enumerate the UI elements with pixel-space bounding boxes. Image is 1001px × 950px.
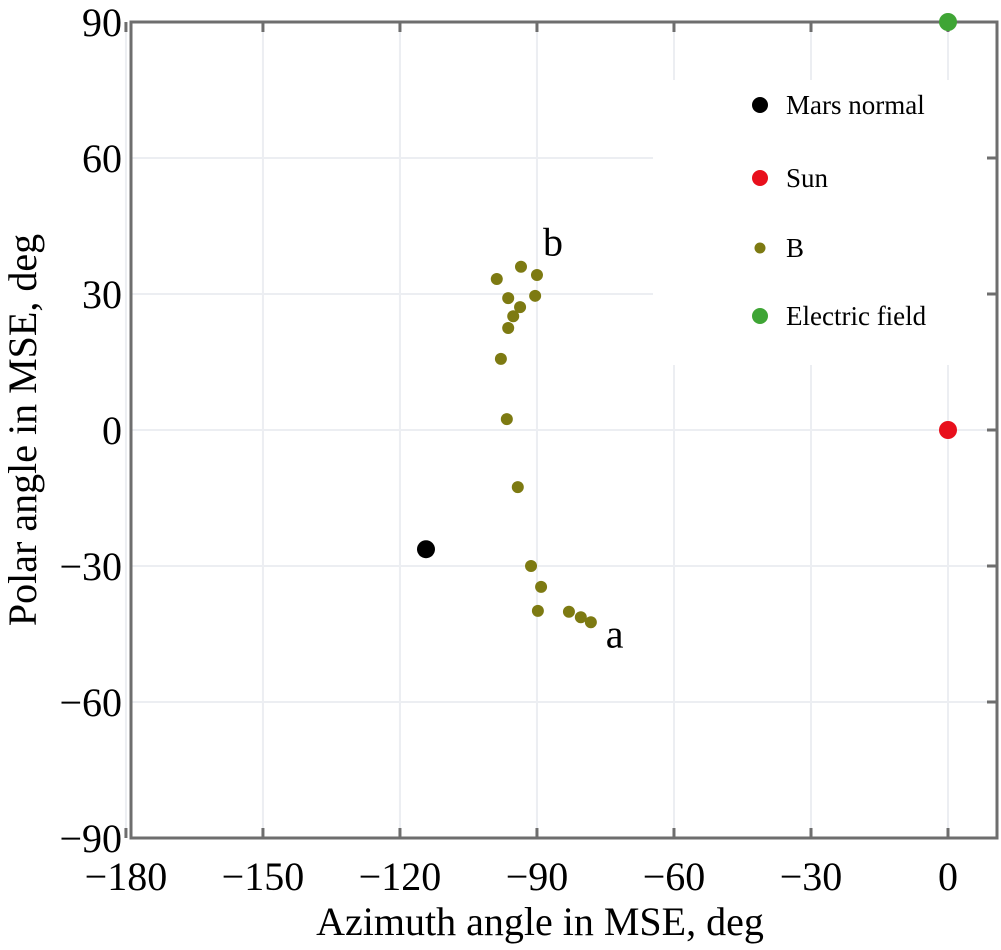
legend-marker-electric-field [752, 308, 768, 324]
annotation-a: a [606, 612, 624, 657]
x-tick-label: −60 [643, 854, 706, 899]
legend-marker-b [754, 242, 766, 254]
point-b [502, 292, 515, 305]
point-b [502, 322, 515, 334]
y-tick-label: 30 [82, 272, 122, 317]
y-tick-label: −60 [59, 680, 122, 725]
x-axis-title: Azimuth angle in MSE, deg [316, 899, 764, 944]
legend-label: Electric field [786, 301, 927, 331]
point-b [535, 580, 548, 593]
annotation-b: b [543, 219, 563, 264]
legend-label: Mars normal [786, 90, 925, 120]
legend: Mars normal Sun B Electric field [752, 90, 927, 331]
point-b [562, 605, 575, 618]
point-b [494, 352, 507, 365]
legend-marker-sun [752, 170, 768, 186]
point-b [490, 273, 503, 286]
point-b [514, 260, 527, 273]
legend-background [653, 80, 996, 365]
point-b [530, 268, 543, 281]
y-tick-label: 90 [82, 0, 122, 45]
point-b [574, 611, 587, 624]
point-b [529, 289, 542, 302]
point-b [514, 301, 527, 314]
y-tick-label: −30 [59, 544, 122, 589]
point-b [525, 560, 538, 572]
annotations: ba [543, 219, 624, 656]
point-sun [939, 421, 957, 439]
y-tick-label: 0 [102, 408, 122, 453]
x-tick-label: 0 [938, 854, 958, 899]
legend-label: B [786, 233, 804, 263]
x-tick-label: −120 [359, 854, 442, 899]
y-tick-label: −90 [59, 816, 122, 861]
x-axis-ticks: −180 −150 −120 −90 −60 −30 0 [85, 22, 958, 899]
point-mars-normal [416, 540, 435, 559]
x-tick-label: −90 [506, 854, 569, 899]
y-tick-label: 60 [82, 136, 122, 181]
point-b [531, 604, 544, 617]
y-axis-title: Polar angle in MSE, deg [0, 234, 45, 626]
legend-marker-mars-normal [752, 97, 768, 113]
data-points [416, 13, 957, 629]
x-tick-label: −150 [222, 854, 305, 899]
point-b [584, 616, 597, 629]
x-tick-label: −30 [780, 854, 843, 899]
legend-label: Sun [786, 163, 829, 193]
point-b [500, 413, 513, 426]
x-tick-label: −180 [85, 854, 168, 899]
point-electric-field [939, 13, 957, 31]
point-b [507, 310, 520, 323]
point-b [511, 481, 524, 494]
y-axis-ticks: −90 −60 −30 0 30 60 90 [59, 0, 997, 861]
